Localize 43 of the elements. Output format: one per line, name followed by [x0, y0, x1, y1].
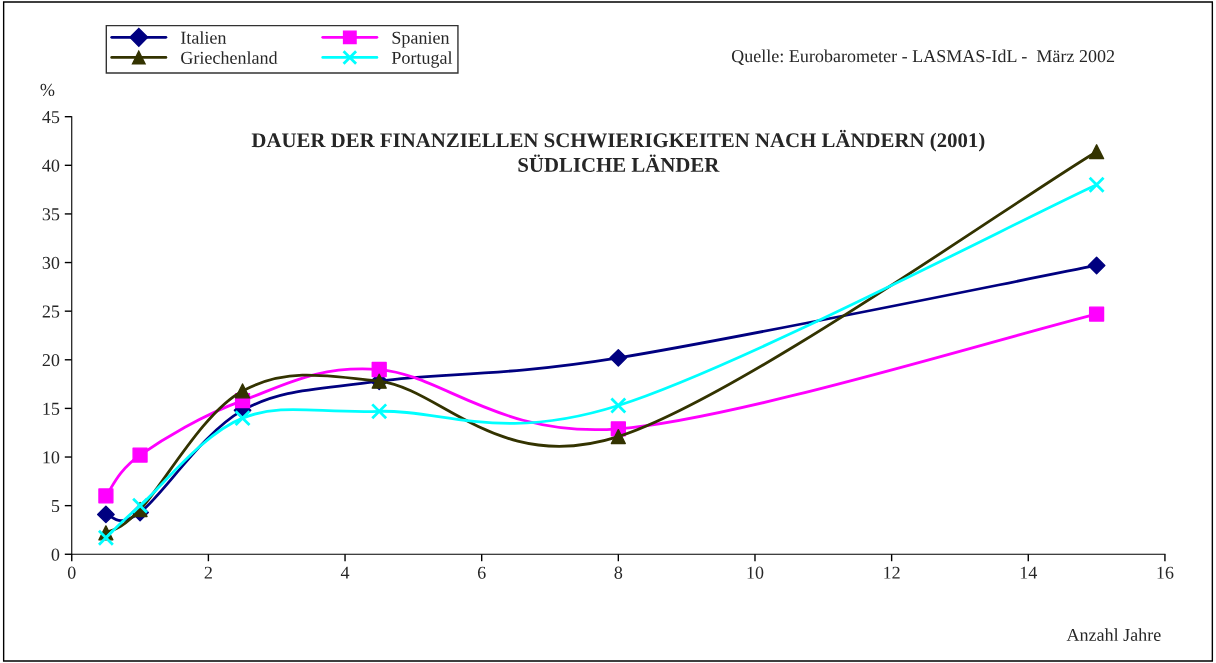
point [610, 428, 626, 445]
y-axis-title: % [40, 83, 55, 97]
y-tick-label: 0 [51, 548, 60, 561]
y-tick-label: 35 [42, 208, 60, 221]
x-tick-label: 4 [340, 566, 350, 579]
y-tick-label: 5 [51, 500, 60, 513]
y-tick-label: 20 [42, 354, 60, 367]
point [97, 529, 115, 547]
legend-label: Italien [180, 31, 227, 44]
x-tick-label: 2 [204, 566, 212, 579]
legend-label: Griechenland [181, 51, 278, 64]
point [1088, 306, 1105, 322]
x-tick-label: 10 [747, 566, 764, 579]
y-tick-label: 25 [42, 305, 60, 318]
point [131, 497, 149, 514]
y-tick-label: 30 [42, 256, 60, 269]
point [96, 505, 115, 524]
point [1088, 144, 1105, 160]
x-axis-title: Anzahl Jahre [1066, 628, 1161, 641]
x-tick-label: 8 [614, 566, 623, 579]
point [234, 409, 251, 427]
x-tick-label: 6 [477, 566, 486, 579]
point [370, 402, 388, 420]
x-tick-label: 16 [1157, 566, 1174, 579]
text: DAUER DER FINANZIELLEN SCHWIERIGKEITEN NACH LÄNDERN (2001) SÜDLICHE LÄNDER [251, 129, 985, 172]
legend-label: Portugal [391, 51, 453, 68]
point [1088, 176, 1105, 194]
point [98, 488, 114, 504]
point [610, 397, 627, 414]
x-tick-label: 14 [1020, 566, 1038, 579]
point [234, 383, 251, 399]
legend-label: Spanien [392, 31, 450, 48]
y-tick-label: 15 [43, 402, 60, 415]
y-tick-label: 40 [42, 159, 60, 172]
y-tick-label: 10 [43, 451, 60, 464]
point [609, 348, 628, 367]
x-tick-label: 12 [884, 566, 900, 579]
point [1087, 256, 1106, 275]
point [132, 447, 148, 463]
y-tick-label: 45 [42, 111, 60, 124]
x-tick-label: 0 [67, 566, 76, 579]
point [371, 361, 387, 378]
source-note: Quelle: Eurobarometer - LASMAS-IdL - März 2002 [731, 49, 1115, 65]
